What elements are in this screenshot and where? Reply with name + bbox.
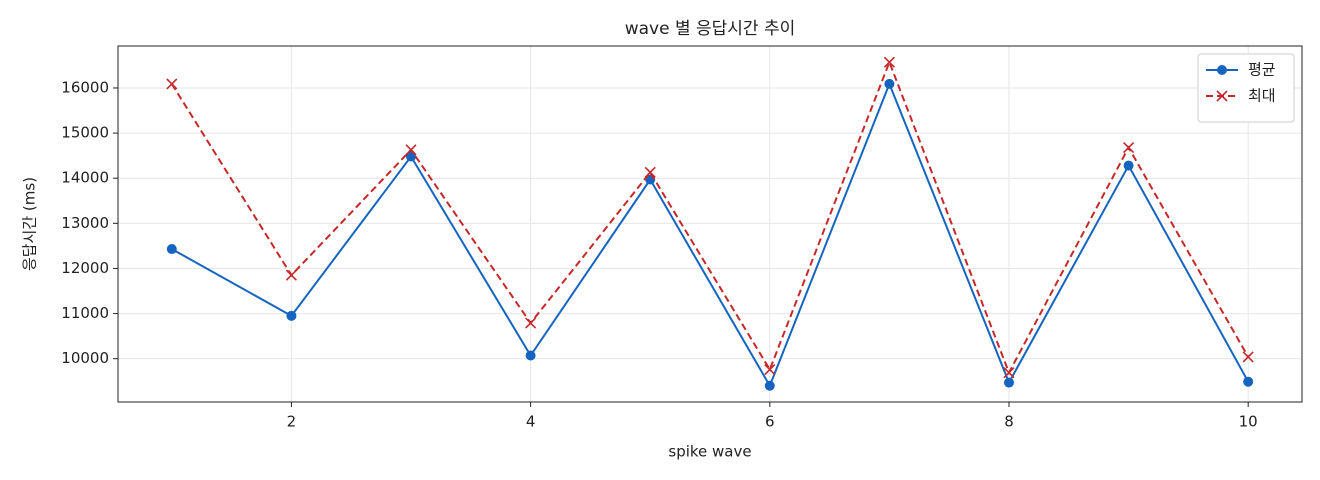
y-tick-label: 15000 — [61, 124, 109, 142]
data-point — [1243, 376, 1254, 387]
data-point — [1123, 141, 1135, 154]
data-point — [883, 56, 895, 68]
data-point — [884, 78, 895, 89]
y-tick-label: 10000 — [61, 349, 109, 367]
data-point — [764, 380, 775, 391]
data-point — [1003, 377, 1014, 388]
series-line — [170, 59, 1250, 376]
legend-label: 평균 — [1248, 61, 1276, 79]
data-point — [764, 363, 776, 376]
data-point — [525, 317, 537, 329]
x-tick-label: 8 — [1004, 413, 1014, 431]
x-tick-label: 10 — [1239, 413, 1258, 431]
data-point — [166, 244, 177, 255]
plot-frame — [117, 45, 1303, 403]
data-point — [644, 166, 656, 178]
data-point — [285, 269, 297, 281]
y-tick-label: 13000 — [61, 214, 109, 232]
data-point — [1123, 160, 1134, 171]
data-point — [405, 144, 417, 156]
y-tick-label: 12000 — [61, 259, 109, 277]
y-tick-label: 14000 — [61, 169, 109, 187]
legend-box — [1197, 53, 1295, 123]
data-point — [1003, 367, 1015, 379]
data-point — [1242, 351, 1254, 363]
legend-label: 최대 — [1248, 87, 1276, 105]
x-tick-label: 2 — [287, 413, 297, 431]
x-tick-label: 4 — [526, 413, 536, 431]
data-point — [286, 310, 297, 321]
data-point — [525, 350, 536, 361]
y-axis-label: 응답시간 (ms) — [21, 177, 39, 271]
data-point — [406, 151, 417, 162]
y-tick-label: 11000 — [61, 304, 109, 322]
series-line — [171, 81, 1250, 389]
x-axis-label: spike wave — [668, 443, 751, 461]
x-tick-label: 6 — [765, 413, 775, 431]
legend-marker — [1217, 65, 1227, 75]
y-tick-label: 16000 — [61, 78, 109, 96]
data-point — [166, 78, 178, 90]
chart-title: wave 별 응답시간 추이 — [625, 19, 796, 39]
legend-marker — [1216, 90, 1228, 102]
